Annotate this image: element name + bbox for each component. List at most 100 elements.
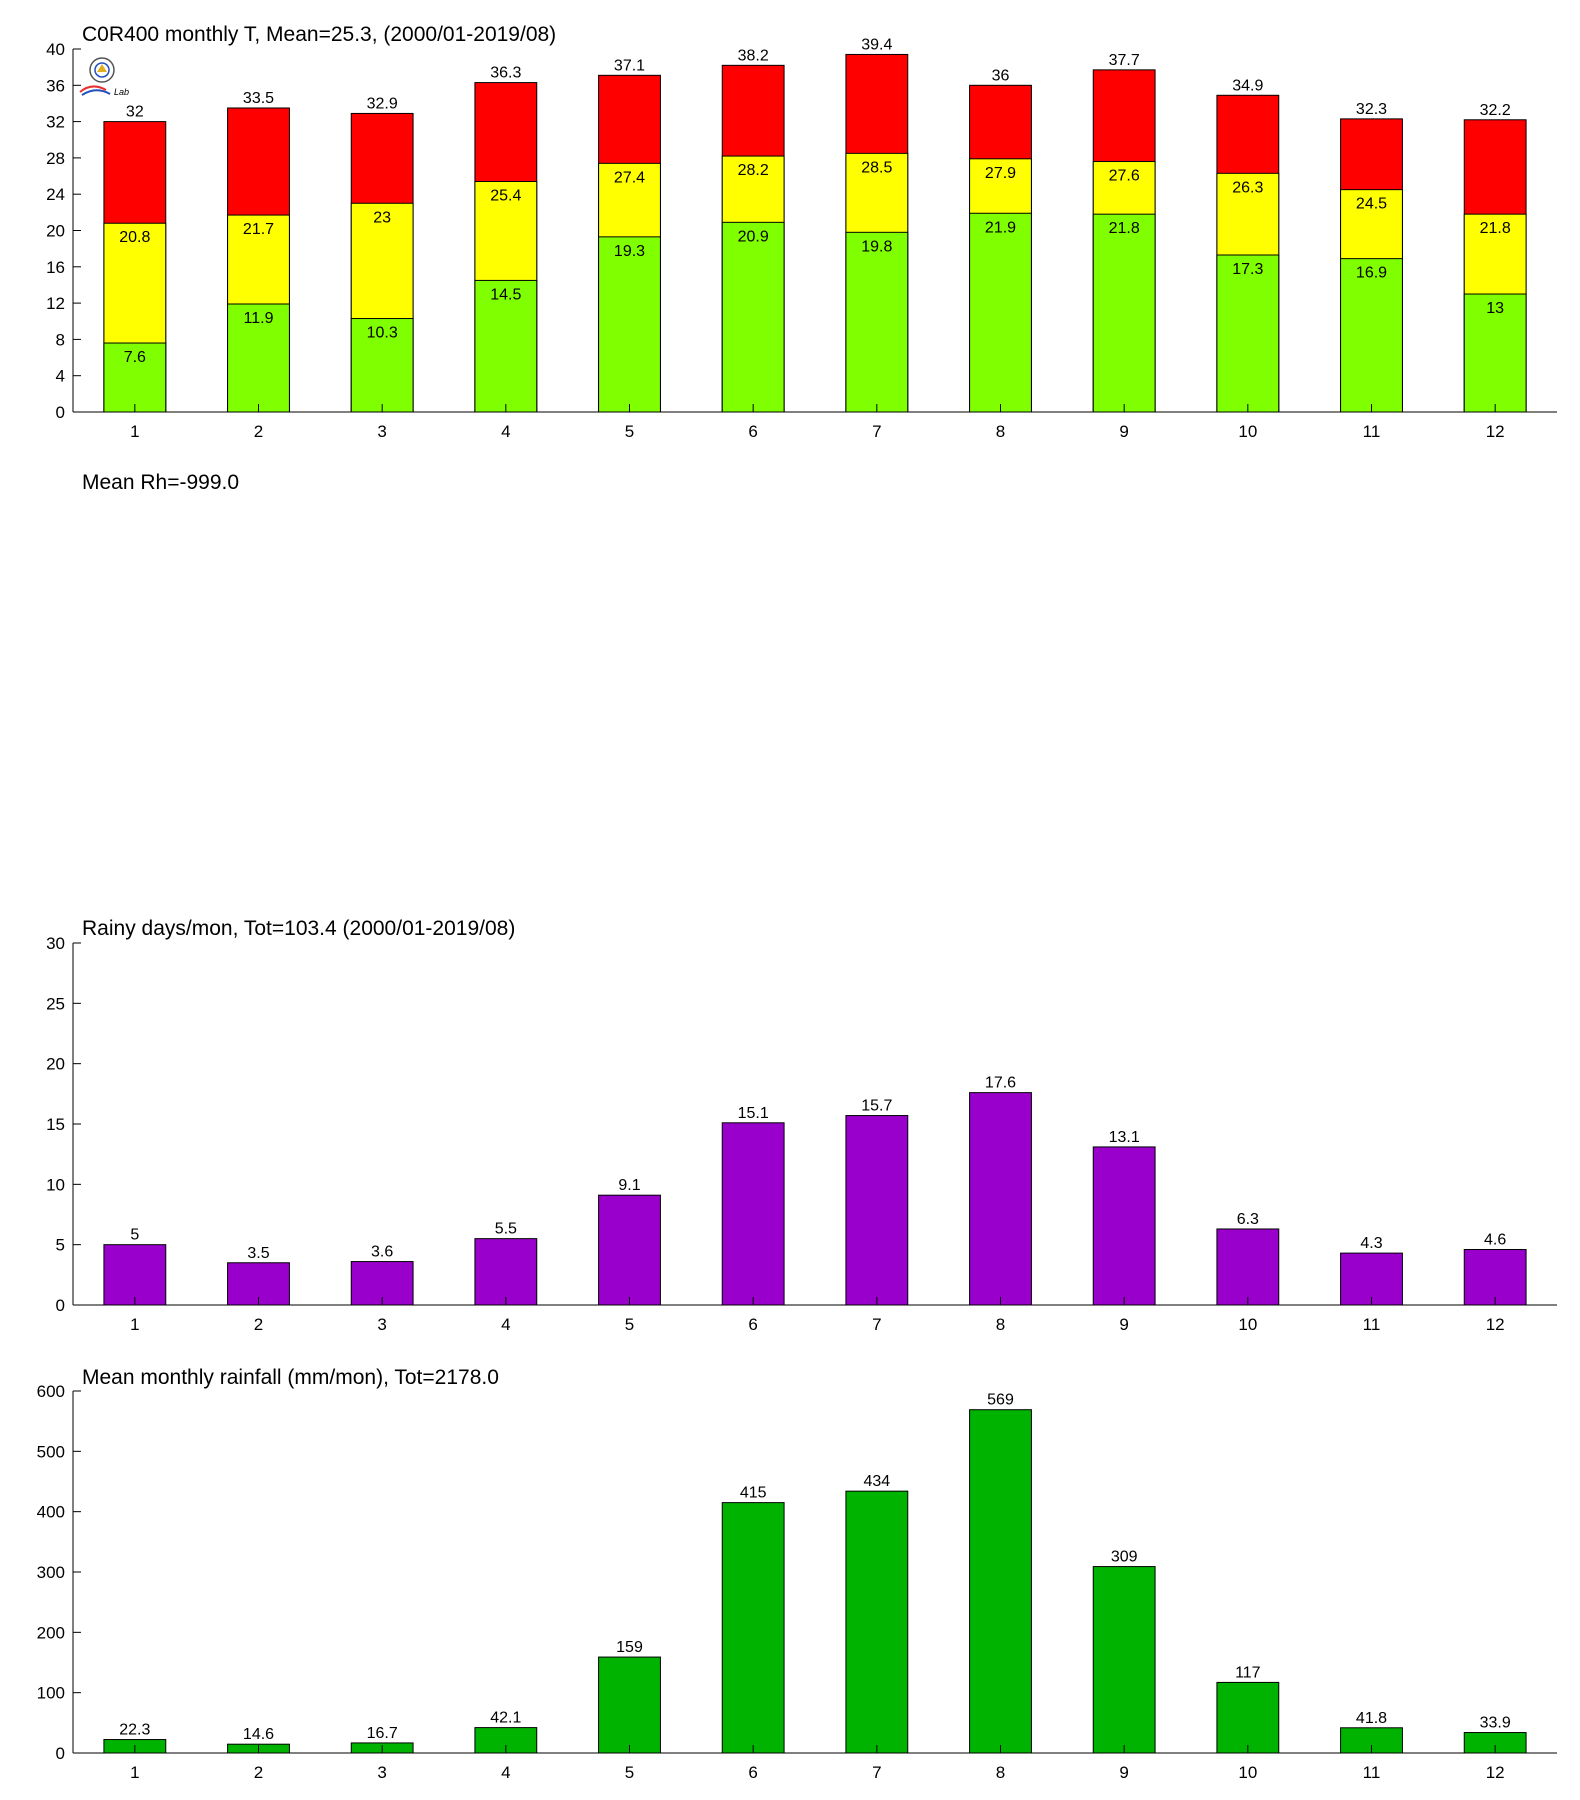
data-label-temp-s2-5: 19.3 [614, 243, 645, 260]
data-label-temp-s1-1: 20.8 [119, 229, 150, 246]
bar-temp-s2-1 [103, 342, 167, 413]
bar-temp-s2-4 [474, 279, 538, 413]
x-tick-label-temp-10: 10 [1238, 422, 1257, 441]
bar-temp-s2-12 [1463, 293, 1527, 413]
data-label-rainy-s0-11: 4.3 [1360, 1235, 1382, 1252]
data-label-rain-s0-2: 14.6 [243, 1726, 274, 1743]
data-label-temp-s0-8: 36 [992, 67, 1010, 84]
bar-temp-s2-10 [1216, 254, 1280, 413]
data-label-temp-s1-11: 24.5 [1356, 196, 1387, 213]
y-tick-label-rain-600: 600 [37, 1382, 65, 1401]
x-tick-label-rainy-12: 12 [1486, 1315, 1505, 1334]
x-tick-label-rain-6: 6 [748, 1763, 757, 1782]
bar-rainy-s0-8 [969, 1092, 1032, 1306]
y-tick-label-temp-20: 20 [46, 222, 65, 241]
chart-title-rainfall: Mean monthly rainfall (mm/mon), Tot=2178… [82, 1366, 499, 1389]
data-label-rain-s0-10: 117 [1235, 1664, 1261, 1681]
y-tick-label-rain-100: 100 [37, 1684, 65, 1703]
y-tick-label-temp-40: 40 [46, 40, 65, 59]
x-tick-label-temp-11: 11 [1363, 422, 1381, 441]
y-tick-label-rainy-30: 30 [46, 934, 65, 953]
x-tick-label-rainy-2: 2 [254, 1315, 263, 1334]
x-tick-label-rain-8: 8 [996, 1763, 1005, 1782]
x-tick-label-rainy-6: 6 [748, 1315, 757, 1334]
data-label-temp-s2-1: 7.6 [124, 349, 146, 366]
bar-rainy-s0-11 [1340, 1252, 1403, 1306]
bar-rainy-s0-9 [1092, 1146, 1156, 1306]
data-label-temp-s2-8: 21.9 [985, 219, 1016, 236]
y-tick-label-rainy-15: 15 [46, 1115, 65, 1134]
y-tick-label-temp-16: 16 [46, 258, 65, 277]
bar-rain-s0-6 [721, 1502, 785, 1754]
bar-temp-s2-6 [721, 221, 785, 413]
chart-title-temperature: C0R400 monthly T, Mean=25.3, (2000/01-20… [82, 23, 556, 46]
x-tick-label-temp-12: 12 [1486, 422, 1505, 441]
data-label-temp-s1-6: 28.2 [738, 162, 769, 179]
x-tick-label-rainy-9: 9 [1119, 1315, 1128, 1334]
y-tick-label-temp-0: 0 [56, 403, 65, 422]
data-label-rain-s0-7: 434 [863, 1473, 890, 1490]
bar-temp-s2-7 [845, 231, 909, 413]
data-label-temp-s0-6: 38.2 [738, 47, 769, 64]
x-tick-label-rain-3: 3 [377, 1763, 386, 1782]
bar-temp-s2-11 [1340, 258, 1403, 413]
data-label-temp-s1-2: 21.7 [243, 221, 274, 238]
y-tick-label-temp-36: 36 [46, 76, 65, 95]
data-label-rainy-s0-8: 17.6 [985, 1075, 1016, 1092]
y-tick-label-rain-0: 0 [56, 1744, 65, 1763]
y-tick-label-rain-300: 300 [37, 1563, 65, 1582]
x-tick-label-temp-2: 2 [254, 422, 263, 441]
data-label-temp-s1-5: 27.4 [614, 169, 645, 186]
x-tick-label-rain-4: 4 [501, 1763, 510, 1782]
x-tick-label-temp-8: 8 [996, 422, 1005, 441]
data-label-temp-s0-4: 36.3 [490, 65, 521, 82]
data-label-temp-s2-12: 13 [1486, 300, 1504, 317]
bar-temp-s2-3 [350, 318, 414, 413]
data-label-temp-s0-3: 32.9 [367, 95, 398, 112]
data-label-temp-s0-7: 39.4 [861, 36, 892, 53]
x-tick-label-rainy-8: 8 [996, 1315, 1005, 1334]
y-tick-label-temp-28: 28 [46, 149, 65, 168]
data-label-rain-s0-9: 309 [1111, 1549, 1138, 1566]
data-label-temp-s0-12: 32.2 [1480, 102, 1511, 119]
x-tick-label-temp-9: 9 [1119, 422, 1128, 441]
data-label-temp-s2-10: 17.3 [1232, 261, 1263, 278]
bar-rainy-s0-10 [1216, 1228, 1280, 1306]
logo-text: Lab [114, 87, 129, 97]
y-tick-label-rainy-0: 0 [56, 1296, 65, 1315]
y-tick-label-temp-32: 32 [46, 113, 65, 132]
data-label-temp-s2-3: 10.3 [367, 325, 398, 342]
x-tick-label-rain-1: 1 [130, 1763, 139, 1782]
data-label-rainy-s0-3: 3.6 [371, 1244, 393, 1261]
data-label-rainy-s0-7: 15.7 [861, 1098, 892, 1115]
bar-rain-s0-10 [1216, 1681, 1280, 1754]
x-tick-label-temp-5: 5 [625, 422, 634, 441]
y-tick-label-rain-200: 200 [37, 1623, 65, 1642]
data-label-rainy-s0-10: 6.3 [1237, 1211, 1259, 1228]
x-tick-label-temp-4: 4 [501, 422, 510, 441]
x-tick-label-rain-12: 12 [1486, 1763, 1505, 1782]
y-tick-label-temp-12: 12 [46, 294, 65, 313]
x-tick-label-rainy-11: 11 [1363, 1315, 1381, 1334]
bar-rainy-s0-6 [721, 1122, 785, 1306]
bar-temp-s2-2 [227, 303, 290, 413]
data-label-temp-s0-10: 34.9 [1232, 77, 1263, 94]
data-label-temp-s1-4: 25.4 [490, 187, 521, 204]
y-tick-label-rainy-25: 25 [46, 994, 65, 1013]
data-label-temp-s1-12: 21.8 [1480, 220, 1511, 237]
data-label-rainy-s0-2: 3.5 [247, 1245, 269, 1262]
y-tick-label-rain-400: 400 [37, 1503, 65, 1522]
data-label-temp-s1-8: 27.9 [985, 165, 1016, 182]
data-label-temp-s0-5: 37.1 [614, 57, 645, 74]
chart-rainy-days: Rainy days/mon, Tot=103.4 (2000/01-2019/… [46, 917, 1557, 1334]
rh-text: Mean Rh=-999.0 [82, 471, 239, 494]
bar-temp-s2-5 [598, 236, 661, 413]
data-label-rain-s0-12: 33.9 [1480, 1715, 1511, 1732]
data-label-rain-s0-4: 42.1 [490, 1710, 521, 1727]
chart-temperature: C0R400 monthly T, Mean=25.3, (2000/01-20… [46, 23, 1557, 441]
y-tick-label-rainy-20: 20 [46, 1055, 65, 1074]
logo-icon: Lab [79, 57, 129, 97]
data-label-temp-s0-9: 37.7 [1109, 52, 1140, 69]
x-tick-label-rainy-7: 7 [872, 1315, 881, 1334]
bar-temp-s2-8 [969, 212, 1032, 413]
